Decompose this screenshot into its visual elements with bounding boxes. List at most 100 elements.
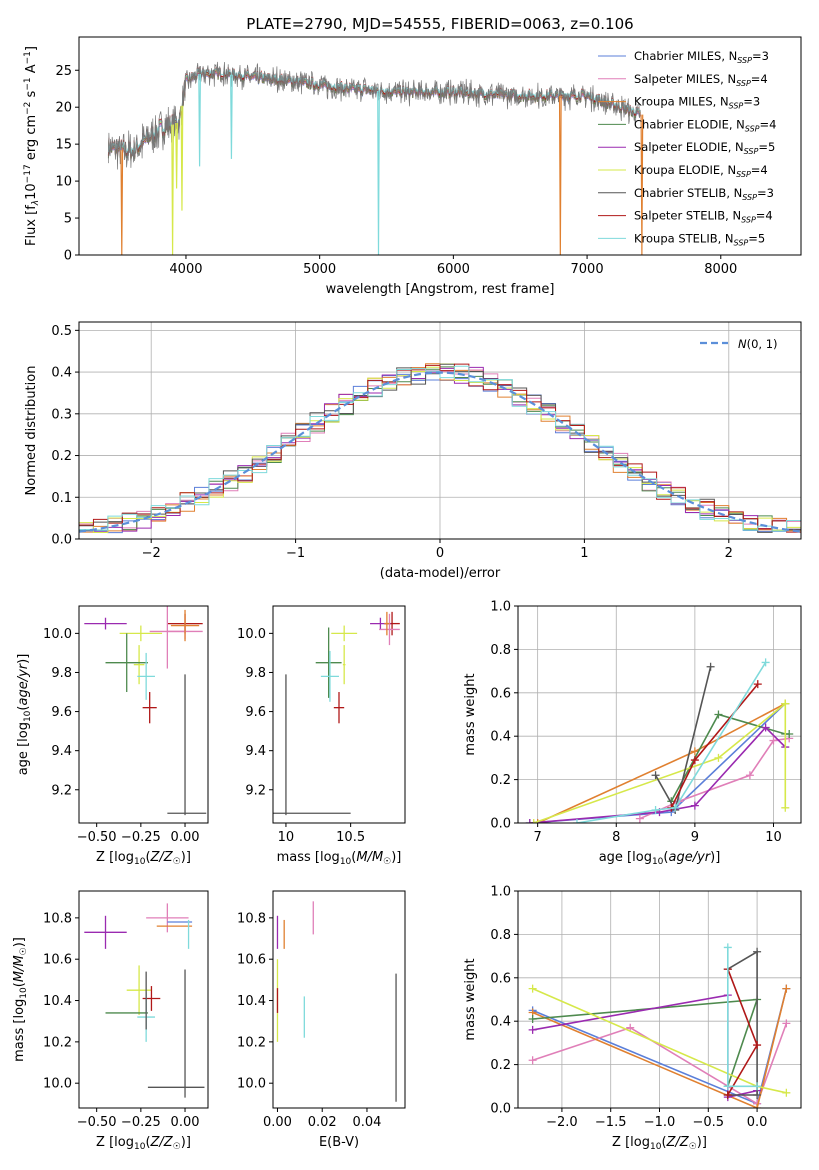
series-marker [690, 801, 699, 810]
legend-label: Kroupa MILES, NSSP=3 [634, 95, 760, 111]
x-tick-label: −0.25 [121, 830, 161, 845]
plot-area [518, 606, 801, 823]
axes-frame [78, 605, 209, 824]
y-axis-label: mass [log10(M/M☉)] [12, 937, 29, 1062]
y-tick-label: 10.4 [237, 994, 266, 1009]
series-line-6 [727, 950, 758, 1096]
y-tick-label: 0 [64, 249, 72, 264]
y-tick-label: 10.6 [43, 953, 72, 968]
series-marker [782, 1088, 791, 1097]
observed-spectrum [108, 61, 641, 170]
data-point [170, 609, 200, 642]
x-tick-label: 10 [278, 830, 295, 845]
x-tick-label: 1 [580, 546, 588, 561]
y-tick-label: 5 [64, 212, 72, 227]
histogram-7 [79, 363, 801, 533]
x-tick-label: 0 [436, 546, 444, 561]
x-tick-label: 0.00 [263, 1115, 292, 1130]
y-tick-label: 0.6 [490, 686, 511, 701]
series-marker [753, 680, 762, 689]
axes-frame [272, 890, 406, 1109]
series-line-5 [533, 701, 787, 823]
data-point [320, 650, 339, 702]
x-tick-label: 0.00 [171, 1115, 200, 1130]
x-axis-label: Z [log10(Z/Z☉)] [612, 1135, 707, 1152]
legend: N(0, 1) [700, 337, 778, 351]
absorption-line [558, 96, 562, 255]
panel-mass-age: 10 10.5 9.2 9.4 9.6 9.8 10.0 mass [log10(M/M☉)] [237, 605, 406, 867]
series-line-4 [532, 994, 758, 1099]
plot-area [518, 891, 801, 1108]
series-marker [782, 984, 791, 993]
panel-EBV-mass: 0.00 0.02 0.04 10.0 10.2 10.4 10.6 10.8 E(B-V) [237, 890, 406, 1150]
x-tick-label: 6000 [437, 262, 470, 277]
series-line-6 [654, 666, 712, 813]
x-tick-label: 4000 [169, 262, 202, 277]
series-marker [528, 1025, 537, 1034]
plot-area [273, 611, 400, 816]
axes-frame [78, 321, 802, 540]
y-tick-label: 0.4 [490, 730, 511, 745]
data-point [119, 625, 163, 642]
y-tick-label: 1.0 [490, 600, 511, 615]
y-tick-label: 10.4 [43, 994, 72, 1009]
absorption-line [640, 114, 644, 255]
series-line-2 [537, 702, 786, 823]
plot-area [79, 322, 801, 539]
y-tick-label: 9.4 [245, 744, 266, 759]
y-tick-label: 10.6 [237, 953, 266, 968]
series-marker [529, 819, 538, 823]
data-point [384, 611, 390, 636]
data-point [137, 652, 155, 700]
series-marker [782, 1019, 791, 1028]
x-tick-label: −0.50 [77, 1115, 117, 1130]
panel-Z-age: −0.50 −0.25 0.00 9.2 9.4 9.6 9.8 10.0 Z [log10(Z… [16, 605, 209, 867]
series-line-1 [532, 1023, 788, 1105]
data-point [142, 692, 157, 724]
series-marker [690, 756, 699, 765]
y-tick-label: 20 [55, 101, 72, 116]
axes-frame [78, 36, 802, 256]
x-axis-label: wavelength [Angstrom, rest frame] [326, 282, 555, 297]
legend-label: Salpeter MILES, NSSP=4 [634, 72, 768, 88]
series-marker [785, 730, 794, 739]
y-tick-label: 10.2 [43, 1035, 72, 1050]
series-line-8 [576, 661, 767, 823]
y-axis-label: mass weight [463, 673, 478, 755]
y-tick-label: 15 [55, 138, 72, 153]
axes-frame [78, 890, 209, 1109]
y-axis-label: age [log10(age/yr)] [16, 654, 33, 776]
absorption-line [175, 122, 179, 189]
legend-label: Salpeter ELODIE, NSSP=5 [634, 140, 775, 156]
panel-residuals: −2 −1 0 1 2 0.0 0.1 0.2 0.3 0.4 0.5 N(0, 1) (data-mo… [24, 321, 802, 581]
y-tick-label: 0.0 [51, 533, 72, 548]
y-tick-label: 0.6 [490, 971, 511, 986]
y-tick-label: 10.0 [43, 627, 72, 642]
data-point [331, 625, 358, 642]
series-marker [761, 658, 770, 667]
y-tick-label: 10 [55, 175, 72, 190]
x-tick-label: 0.00 [171, 830, 200, 845]
x-tick-label: −2 [142, 546, 161, 561]
y-tick-label: 10.0 [43, 1077, 72, 1092]
y-tick-label: 9.6 [245, 705, 266, 720]
absorption-line [171, 124, 174, 255]
series-marker [753, 1104, 762, 1108]
axes-frame [517, 890, 802, 1109]
series-marker [745, 771, 754, 780]
x-tick-label: 2 [725, 546, 733, 561]
data-point [379, 613, 400, 646]
legend-label: Chabrier ELODIE, NSSP=4 [634, 117, 776, 133]
series-marker [714, 710, 723, 719]
series-marker [723, 1090, 732, 1099]
histogram-8 [79, 365, 801, 532]
series-marker [723, 943, 732, 952]
plot-area [84, 903, 205, 1098]
y-tick-label: 0.4 [490, 1015, 511, 1030]
y-tick-label: 0.0 [490, 1102, 511, 1117]
data-point [149, 606, 186, 669]
x-tick-label: 0.02 [308, 1115, 337, 1130]
series-marker [572, 819, 581, 823]
series-marker [528, 984, 537, 993]
